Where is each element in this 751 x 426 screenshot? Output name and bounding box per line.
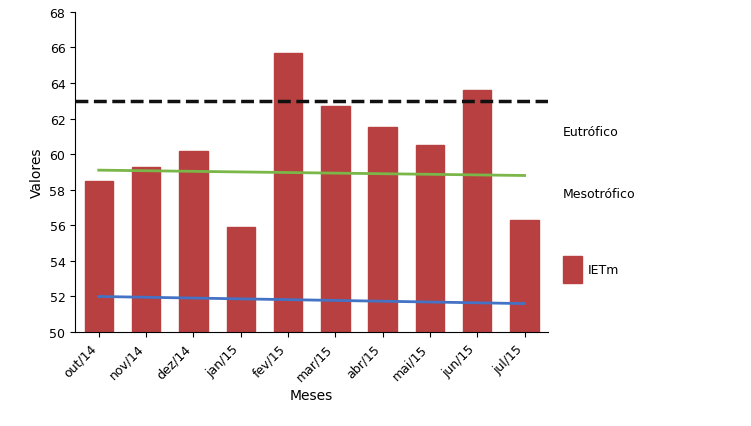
Bar xyxy=(274,54,302,332)
Bar xyxy=(179,151,207,332)
Bar xyxy=(132,167,160,332)
Bar xyxy=(227,227,255,332)
Text: Eutrófico: Eutrófico xyxy=(563,125,619,138)
Text: Mesotrófico: Mesotrófico xyxy=(563,187,636,200)
Bar xyxy=(321,107,349,332)
Bar xyxy=(511,221,538,332)
Bar xyxy=(463,91,491,332)
Y-axis label: Valores: Valores xyxy=(30,147,44,198)
Bar xyxy=(369,128,397,332)
Bar xyxy=(416,146,444,332)
X-axis label: Meses: Meses xyxy=(290,389,333,403)
Bar xyxy=(85,181,113,332)
Text: IETm: IETm xyxy=(588,264,620,276)
